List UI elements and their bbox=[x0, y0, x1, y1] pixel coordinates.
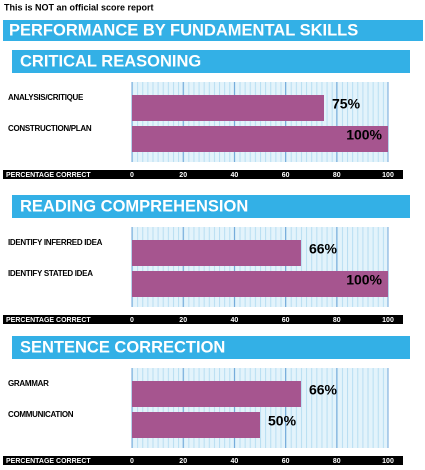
value-label: 100% bbox=[346, 127, 382, 143]
category-label: COMMUNICATION bbox=[8, 410, 74, 419]
bar bbox=[132, 412, 260, 438]
x-axis-label: PERCENTAGE CORRECT bbox=[6, 172, 91, 179]
x-tick-label: 60 bbox=[282, 317, 290, 324]
bar bbox=[132, 240, 301, 266]
bar bbox=[132, 126, 388, 152]
x-tick-label: 0 bbox=[130, 458, 134, 465]
category-label: IDENTIFY STATED IDEA bbox=[8, 269, 93, 278]
x-tick-label: 0 bbox=[130, 317, 134, 324]
title-bar bbox=[3, 20, 423, 41]
x-tick-label: 40 bbox=[231, 172, 239, 179]
bar bbox=[132, 271, 388, 297]
x-tick-label: 20 bbox=[179, 172, 187, 179]
section-header bbox=[12, 50, 410, 73]
category-label: CONSTRUCTION/PLAN bbox=[8, 124, 92, 133]
axis-strip bbox=[3, 315, 403, 324]
x-axis-label: PERCENTAGE CORRECT bbox=[6, 458, 91, 465]
x-tick-label: 80 bbox=[333, 317, 341, 324]
bar bbox=[132, 95, 324, 121]
x-tick-label: 40 bbox=[231, 458, 239, 465]
value-label: 100% bbox=[346, 272, 382, 288]
axis-strip bbox=[3, 456, 403, 465]
notice: This is NOT an official score report bbox=[4, 2, 154, 12]
section-header bbox=[12, 195, 410, 218]
x-axis-label: PERCENTAGE CORRECT bbox=[6, 317, 91, 324]
section-title: SENTENCE CORRECTION bbox=[20, 338, 225, 356]
x-tick-label: 40 bbox=[231, 317, 239, 324]
bar bbox=[132, 381, 301, 407]
value-label: 66% bbox=[309, 382, 338, 398]
x-tick-label: 100 bbox=[382, 458, 394, 465]
x-tick-label: 80 bbox=[333, 458, 341, 465]
category-label: ANALYSIS/CRITIQUE bbox=[8, 93, 84, 102]
x-tick-label: 60 bbox=[282, 458, 290, 465]
section-header bbox=[12, 336, 410, 359]
x-tick-label: 100 bbox=[382, 172, 394, 179]
category-label: GRAMMAR bbox=[8, 379, 49, 388]
x-tick-label: 0 bbox=[130, 172, 134, 179]
value-label: 75% bbox=[332, 96, 361, 112]
page-title: PERFORMANCE BY FUNDAMENTAL SKILLS bbox=[9, 21, 358, 39]
x-tick-label: 80 bbox=[333, 172, 341, 179]
x-tick-label: 20 bbox=[179, 317, 187, 324]
section-title: READING COMPREHENSION bbox=[20, 197, 248, 215]
section-title: CRITICAL REASONING bbox=[20, 52, 201, 70]
value-label: 66% bbox=[309, 241, 338, 257]
x-tick-label: 20 bbox=[179, 458, 187, 465]
category-label: IDENTIFY INFERRED IDEA bbox=[8, 238, 103, 247]
x-tick-label: 60 bbox=[282, 172, 290, 179]
x-tick-label: 100 bbox=[382, 317, 394, 324]
value-label: 50% bbox=[268, 413, 297, 429]
axis-strip bbox=[3, 170, 403, 179]
